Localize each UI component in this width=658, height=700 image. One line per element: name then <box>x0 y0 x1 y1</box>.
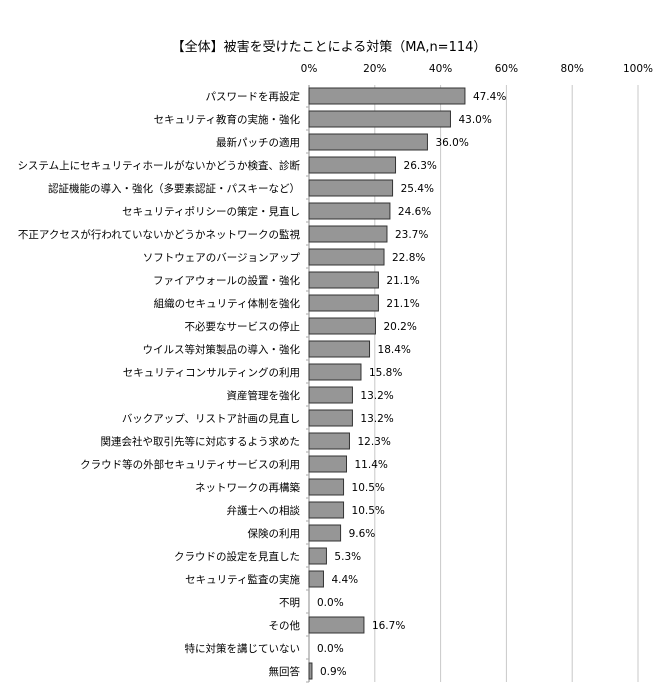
category-label: 不正アクセスが行われていないかどうかネットワークの監視 <box>18 228 301 241</box>
bar <box>308 386 353 404</box>
category-label: 特に対策を講じていない <box>185 642 301 655</box>
x-tick-label: 20% <box>363 63 386 75</box>
data-label: 21.1% <box>386 275 419 287</box>
data-label: 25.4% <box>401 183 434 195</box>
data-label: 9.6% <box>349 528 376 540</box>
bar <box>308 432 350 450</box>
category-label: その他 <box>269 619 301 632</box>
data-label: 13.2% <box>360 413 393 425</box>
bar <box>308 110 451 128</box>
category-label: 認証機能の導入・強化（多要素認証・パスキーなど） <box>48 182 300 195</box>
x-tick-label: 100% <box>623 63 653 75</box>
data-label: 11.4% <box>355 459 388 471</box>
bar <box>308 662 313 680</box>
category-label: 保険の利用 <box>248 527 301 540</box>
category-label: セキュリティポリシーの策定・見直し <box>122 205 300 218</box>
bar <box>308 524 342 542</box>
bar <box>308 409 353 427</box>
data-label: 20.2% <box>383 321 416 333</box>
data-label: 22.8% <box>392 252 425 264</box>
data-label: 0.0% <box>317 597 344 609</box>
category-label: ファイアウォールの設置・強化 <box>153 274 300 287</box>
category-label: クラウドの設定を見直した <box>174 550 300 563</box>
data-label: 24.6% <box>398 206 431 218</box>
category-label: 最新パッチの適用 <box>216 136 300 149</box>
category-label: セキュリティ教育の実施・強化 <box>154 113 301 126</box>
data-label: 47.4% <box>473 91 506 103</box>
bar <box>308 317 376 335</box>
category-label: 関連会社や取引先等に対応するよう求めた <box>101 435 301 448</box>
data-label: 0.0% <box>317 643 344 655</box>
category-label: 弁護士への相談 <box>227 504 301 517</box>
data-label: 18.4% <box>378 344 411 356</box>
bar <box>308 501 345 519</box>
category-label: ウイルス等対策製品の導入・強化 <box>143 343 301 356</box>
data-label: 26.3% <box>404 160 437 172</box>
data-label: 10.5% <box>352 482 385 494</box>
bar <box>308 248 385 266</box>
category-label: バックアップ、リストア計画の見直し <box>122 412 300 425</box>
bar <box>308 202 391 220</box>
category-label: 無回答 <box>269 665 301 678</box>
bar <box>308 133 428 151</box>
bar <box>308 363 362 381</box>
bar <box>308 340 371 358</box>
data-label: 36.0% <box>435 137 468 149</box>
bar <box>308 455 348 473</box>
category-label: 不必要なサービスの停止 <box>185 320 301 333</box>
bar <box>308 87 466 105</box>
bar <box>308 570 324 588</box>
chart-title: 【全体】被害を受けたことによる対策（MA,n=114） <box>171 40 487 55</box>
data-label: 13.2% <box>360 390 393 402</box>
data-label: 23.7% <box>395 229 428 241</box>
category-label: 組織のセキュリティ体制を強化 <box>154 297 301 310</box>
x-tick-label: 40% <box>429 63 452 75</box>
x-tick-label: 60% <box>495 63 518 75</box>
x-tick-label: 0% <box>301 63 318 75</box>
bar <box>308 271 379 289</box>
category-label: セキュリティ監査の実施 <box>185 573 300 586</box>
category-label: セキュリティコンサルティングの利用 <box>123 366 300 379</box>
data-label: 21.1% <box>386 298 419 310</box>
bar <box>308 225 388 243</box>
category-label: システム上にセキュリティホールがないかどうか検査、診断 <box>17 159 300 172</box>
category-label: パスワードを再設定 <box>206 90 301 103</box>
bar <box>308 179 394 197</box>
data-label: 0.9% <box>320 666 347 678</box>
bar <box>308 156 397 174</box>
category-label: 不明 <box>279 597 300 609</box>
data-label: 15.8% <box>369 367 402 379</box>
category-label: 資産管理を強化 <box>227 389 301 402</box>
data-label: 12.3% <box>357 436 390 448</box>
bar <box>308 547 327 565</box>
bar <box>308 294 379 312</box>
category-label: ネットワークの再構築 <box>195 481 300 494</box>
category-label: ソフトウェアのバージョンアップ <box>143 252 301 264</box>
category-label: クラウド等の外部セキュリティサービスの利用 <box>80 458 300 471</box>
data-label: 4.4% <box>331 574 358 586</box>
data-label: 16.7% <box>372 620 405 632</box>
bar <box>308 478 345 496</box>
data-label: 5.3% <box>334 551 361 563</box>
x-tick-label: 80% <box>561 63 584 75</box>
bar <box>308 616 365 634</box>
data-label: 43.0% <box>458 114 491 126</box>
data-label: 10.5% <box>352 505 385 517</box>
